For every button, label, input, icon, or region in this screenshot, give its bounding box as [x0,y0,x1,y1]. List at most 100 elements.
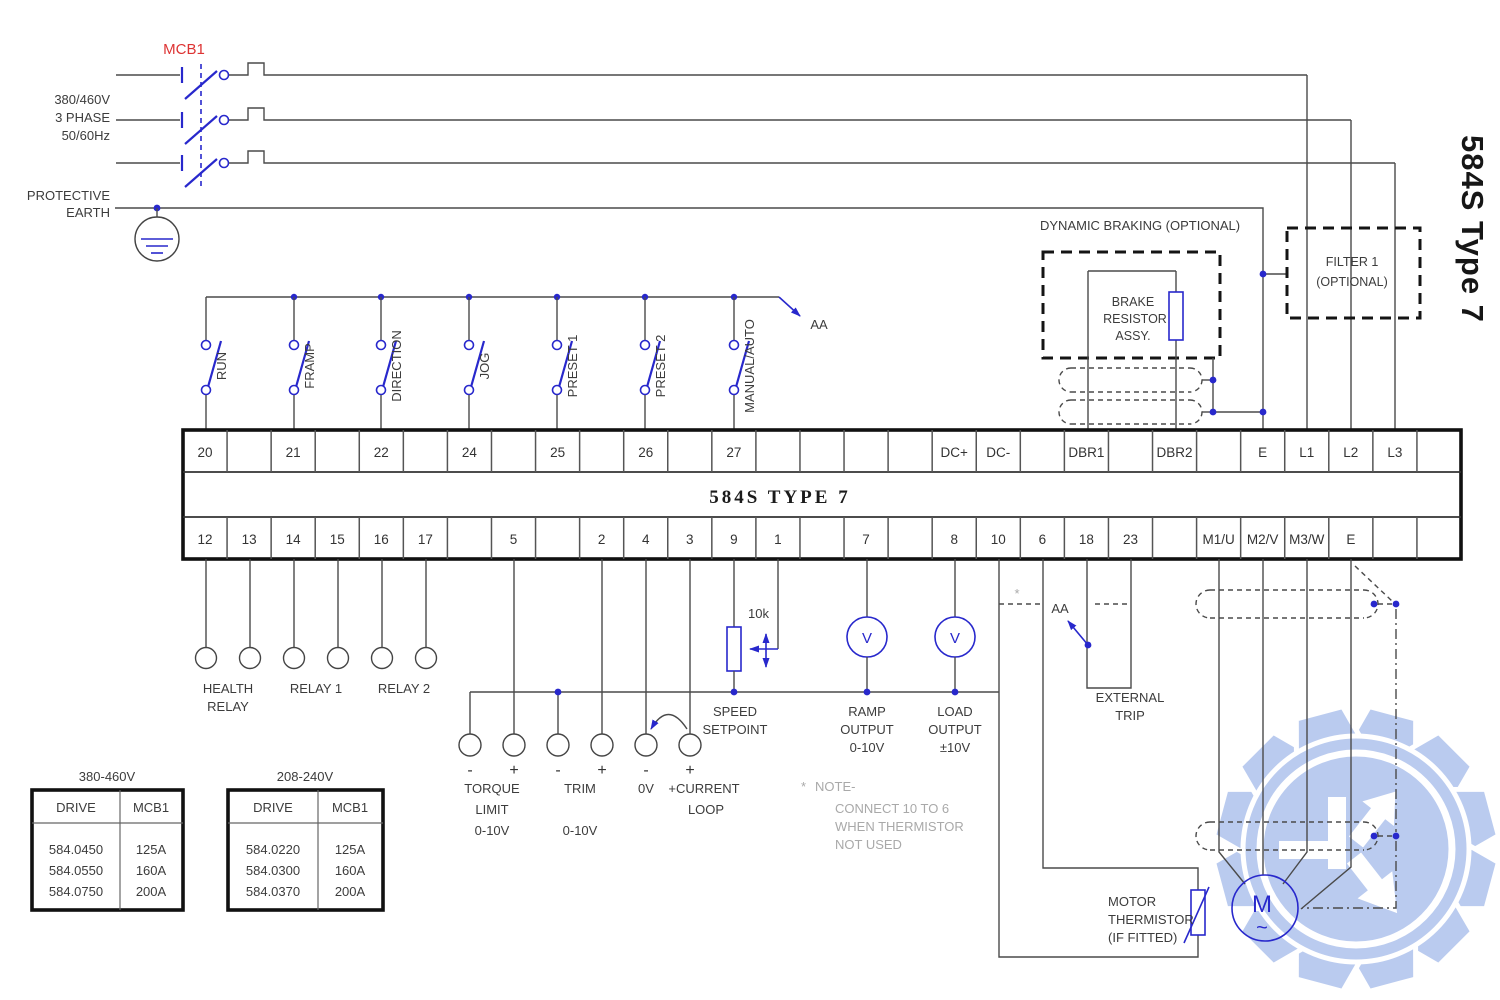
terminal-bottom-M2/V: M2/V [1247,532,1279,547]
table-cell: 584.0550 [49,863,103,878]
earth-rail [115,207,1264,430]
trip-aa-arrow-icon [1067,620,1089,646]
table-cell: 200A [136,884,167,899]
switch-contact [551,339,563,351]
svg-text:-: - [555,762,560,779]
table-title: 208-240V [277,769,334,784]
switch-contact [639,384,651,396]
dynamic-braking-section: DYNAMIC BRAKING (OPTIONAL) BRAKE RESISTO… [1040,218,1267,430]
note-heading: NOTE- [815,779,855,794]
svg-text:0-10V: 0-10V [475,823,510,838]
switch-contact [288,384,300,396]
switch-label: FRAMP [302,343,317,389]
terminal-top-21: 21 [286,445,301,460]
digital-input-switches: AA RUN FRAMP DIRECTION JOG PRESET 1 PRESET 2 M… [200,293,828,430]
terminal-bottom-1: 1 [774,532,782,547]
input-switch-preset-2: PRESET 2 [639,297,668,430]
switch-blade [469,340,486,388]
svg-text:RELAY: RELAY [207,699,249,714]
ramp-output-label: RAMP [848,704,886,719]
svg-text:SETPOINT: SETPOINT [702,722,767,737]
mcb-table-380-460: 380-460V DRIVE MCB1 584.0450 125A 584.05… [30,769,185,912]
analog-io: - + - + - + TORQUE LIMIT 0-10V TRIM 0-10… [458,559,999,838]
dynamic-braking-label: DYNAMIC BRAKING (OPTIONAL) [1040,218,1240,233]
input-switch-manual-auto: MANUAL/AUTO [728,297,757,430]
filter-box [1285,226,1422,320]
svg-text:LOOP: LOOP [688,802,724,817]
jumper-star: * [1014,586,1019,601]
motor-letter: M [1252,891,1272,918]
table-cell: 584.0300 [246,863,300,878]
mcb1-label: MCB1 [163,41,205,58]
external-trip-circuit: AA EXTERNAL TRIP [1051,559,1164,723]
terminal-bottom-M1/U: M1/U [1202,532,1234,547]
terminal-bottom-14: 14 [286,532,302,547]
svg-text:OUTPUT: OUTPUT [928,722,982,737]
table-title: 380-460V [79,769,136,784]
terminal-bottom-3: 3 [686,532,694,547]
svg-text:V: V [862,630,872,647]
supply-voltage-label: 380/460V [54,92,110,107]
table-cell: 160A [136,863,167,878]
filter-label: FILTER 1 [1326,255,1379,269]
motor-circuit: M ~ [1195,559,1400,942]
terminal-bottom-17: 17 [418,532,433,547]
brake-cable-screen-icon [1058,367,1203,425]
terminal-top-L1: L1 [1299,445,1314,460]
relay1-label: RELAY 1 [290,681,342,696]
terminal-bottom-5: 5 [510,532,518,547]
terminal-top-E: E [1258,445,1267,460]
svg-text:0-10V: 0-10V [563,823,598,838]
dynamic-braking-box [1041,250,1222,360]
terminal-bottom-6: 6 [1039,532,1047,547]
page-title: 584S Type 7 [1455,135,1490,323]
thermistor-circuit: * MOTOR THERMISTOR (IF FITTED) [998,559,1210,958]
mcb-table-208-240: 208-240V DRIVE MCB1 584.0220 125A 584.03… [226,769,385,912]
terminal-bottom-12: 12 [198,532,213,547]
zero-volt-label: 0V [638,781,654,796]
brake-resistor-icon [1168,291,1184,341]
pot-value-label: 10k [748,606,769,621]
svg-text:THERMISTOR: THERMISTOR [1108,912,1194,927]
switch-contact [288,339,300,351]
filter-section: FILTER 1 (OPTIONAL) [1259,226,1422,320]
drive-block-title: 584S TYPE 7 [709,487,850,508]
svg-text:+: + [509,762,518,779]
terminal-bottom-16: 16 [374,532,389,547]
svg-text:-: - [467,762,472,779]
terminal-top-24: 24 [462,445,478,460]
terminal-bottom-13: 13 [242,532,257,547]
switch-contact [375,339,387,351]
trip-aa-ref: AA [1051,601,1069,616]
svg-text:EARTH: EARTH [66,205,110,220]
switch-contact [463,339,475,351]
table-cell: 584.0370 [246,884,300,899]
load-output-meter: V LOAD OUTPUT ±10V [928,559,982,755]
svg-text:OUTPUT: OUTPUT [840,722,894,737]
speed-setpoint-label: SPEED [713,704,757,719]
switch-contact [375,384,387,396]
input-switch-jog: JOG [463,297,492,430]
switch-blade [645,340,662,388]
terminal-bottom-18: 18 [1079,532,1094,547]
terminal-bottom-4: 4 [642,532,650,547]
brand-watermark-gear [1210,703,1500,995]
svg-text:(OPTIONAL): (OPTIONAL) [1316,275,1388,289]
aa-bus-arrow-icon [778,296,801,317]
switch-contact [639,339,651,351]
switch-blade [557,340,574,388]
table-cell: 200A [335,884,366,899]
svg-text:LIMIT: LIMIT [475,802,508,817]
load-output-label: LOAD [937,704,972,719]
terminal-top-L3: L3 [1387,445,1402,460]
svg-text:(IF FITTED): (IF FITTED) [1108,930,1177,945]
terminal-top-25: 25 [550,445,565,460]
terminal-top-22: 22 [374,445,389,460]
terminal-bottom-10: 10 [991,532,1006,547]
svg-text:V: V [950,630,960,647]
aa-bus-ref: AA [810,317,828,332]
note-line: CONNECT 10 TO 6 [835,801,949,816]
column-header: DRIVE [253,800,293,815]
switch-blade [734,340,751,388]
column-header: MCB1 [133,800,169,815]
